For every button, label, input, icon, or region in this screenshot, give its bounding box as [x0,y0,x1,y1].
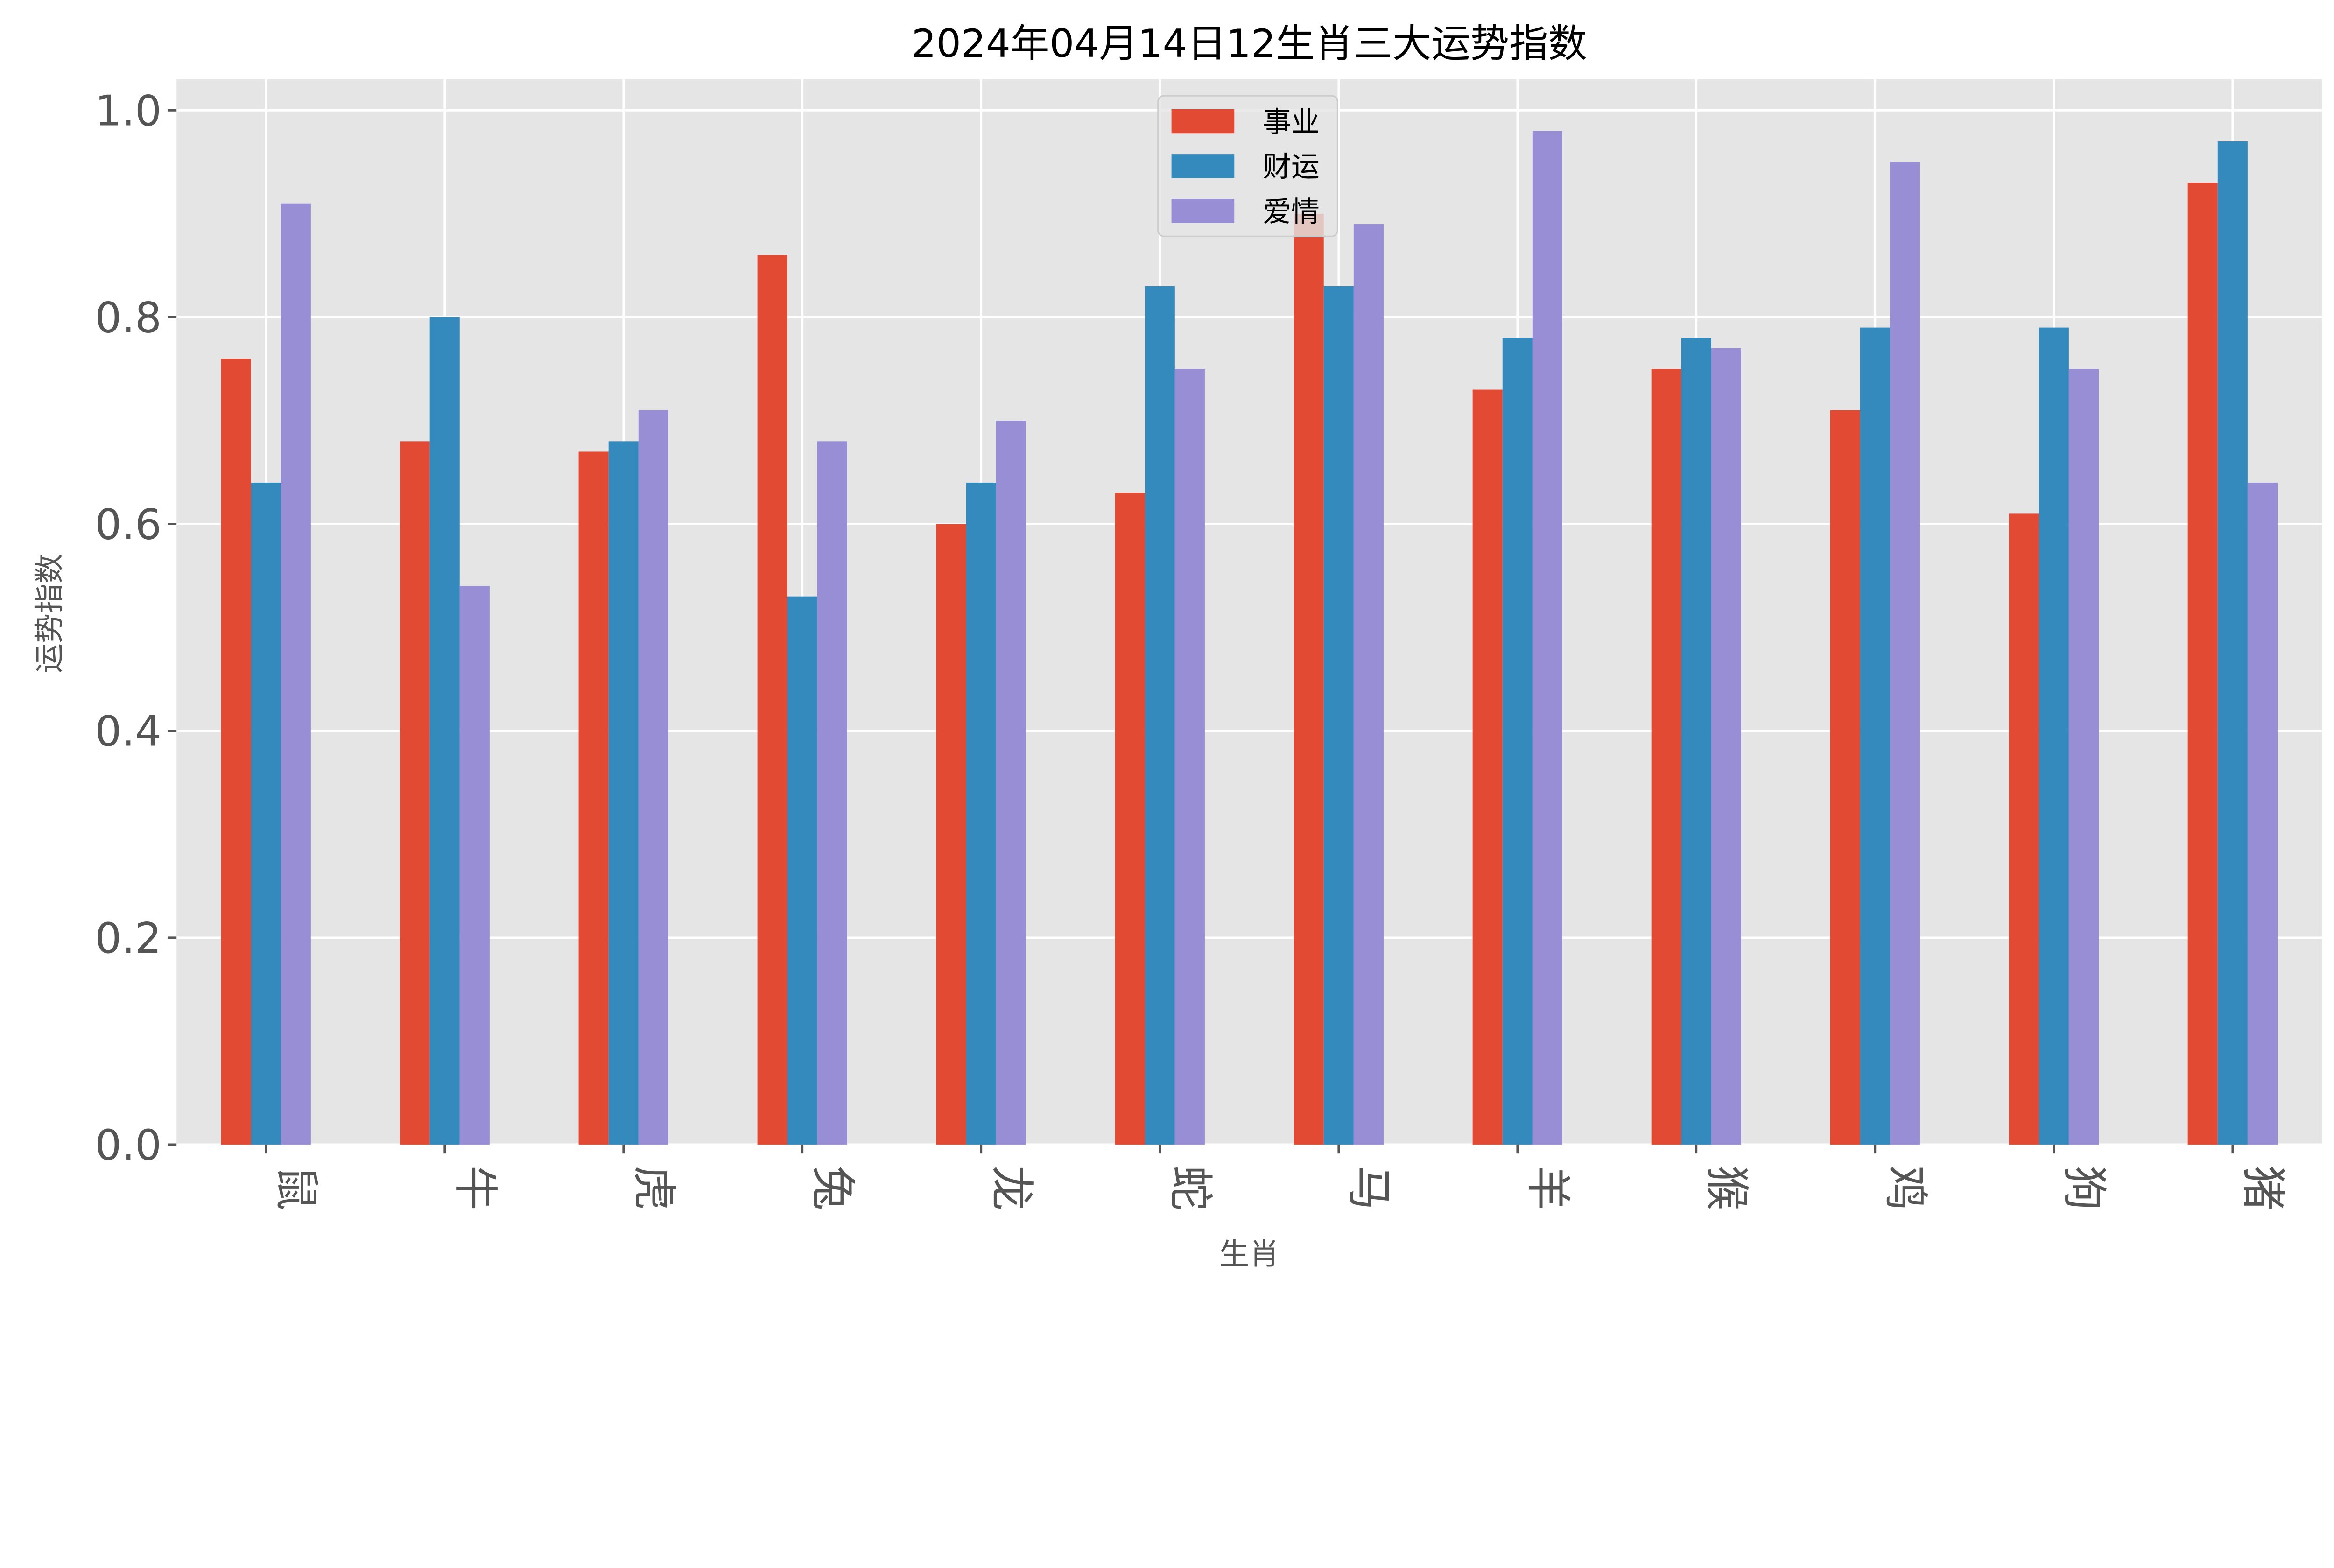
bar-chart: 2024年04月14日12生肖三大运势指数 0.0 0.2 0.4 0.6 0.8 1.0… [33,21,2322,1272]
x-tick-label: 羊 [1522,1166,1574,1210]
x-tick-label: 猴 [1701,1166,1753,1210]
bar-爱情-猪 [2247,482,2278,1145]
bar-财运-兔 [787,596,817,1145]
bar-爱情-兔 [817,441,847,1145]
chart-title: 2024年04月14日12生肖三大运势指数 [912,21,1587,66]
plot-area [176,79,2322,1145]
bar-爱情-牛 [459,586,490,1145]
y-tick-label: 0.8 [95,294,162,343]
x-tick-label: 马 [1343,1166,1395,1210]
x-tick-label: 狗 [2058,1166,2110,1210]
bar-爱情-羊 [1532,131,1562,1145]
legend-label: 爱情 [1263,195,1320,228]
bar-财运-羊 [1502,338,1533,1145]
bar-财运-猪 [2217,141,2248,1145]
bar-事业-猪 [2187,183,2218,1145]
bar-财运-马 [1323,286,1354,1145]
bar-财运-龙 [966,482,996,1145]
bar-事业-猴 [1651,369,1681,1145]
bar-财运-牛 [429,317,460,1145]
bar-事业-兔 [757,255,787,1145]
x-tick-label: 鼠 [270,1166,323,1210]
bar-事业-龙 [936,524,966,1145]
bar-事业-牛 [400,441,430,1145]
x-tick-label: 鸡 [1879,1166,1932,1210]
bar-爱情-猴 [1711,348,1741,1145]
bar-爱情-蛇 [1174,369,1205,1145]
x-tick-label: 虎 [628,1166,680,1210]
bar-爱情-马 [1353,224,1384,1145]
y-tick-label: 1.0 [95,87,162,135]
x-axis-label: 生肖 [1219,1237,1279,1272]
bar-爱情-狗 [2068,369,2099,1145]
x-tick-label: 牛 [449,1166,501,1210]
bar-事业-蛇 [1115,493,1145,1145]
bar-爱情-虎 [638,410,668,1145]
y-axis-label: 运势指数 [33,554,67,673]
x-tick-label: 猪 [2237,1166,2289,1210]
legend-swatch [1171,199,1235,223]
bar-财运-虎 [608,441,639,1145]
legend-label: 事业 [1263,105,1320,139]
y-tick-label: 0.6 [95,501,162,549]
x-tick-label: 兔 [807,1166,859,1210]
bar-事业-狗 [2009,513,2039,1145]
bar-财运-狗 [2039,327,2069,1145]
legend-label: 财运 [1263,150,1320,183]
legend-swatch [1171,109,1235,134]
bar-爱情-鼠 [281,203,311,1145]
bar-财运-蛇 [1145,286,1175,1145]
bar-财运-猴 [1681,338,1711,1145]
x-tick-label: 蛇 [1164,1166,1216,1210]
y-tick-label: 0.0 [95,1121,162,1170]
bar-事业-鼠 [221,359,251,1145]
bar-财运-鸡 [1860,327,1890,1145]
bar-爱情-鸡 [1890,162,1920,1145]
bar-财运-鼠 [251,482,281,1145]
x-tick-label: 龙 [985,1166,1038,1210]
y-tick-label: 0.2 [95,914,162,963]
bar-事业-鸡 [1830,410,1860,1145]
bar-爱情-龙 [996,421,1026,1145]
bar-事业-马 [1294,213,1324,1145]
legend-swatch [1171,154,1235,178]
y-tick-label: 0.4 [95,708,162,756]
bar-事业-羊 [1472,389,1503,1145]
bar-事业-虎 [578,451,609,1145]
